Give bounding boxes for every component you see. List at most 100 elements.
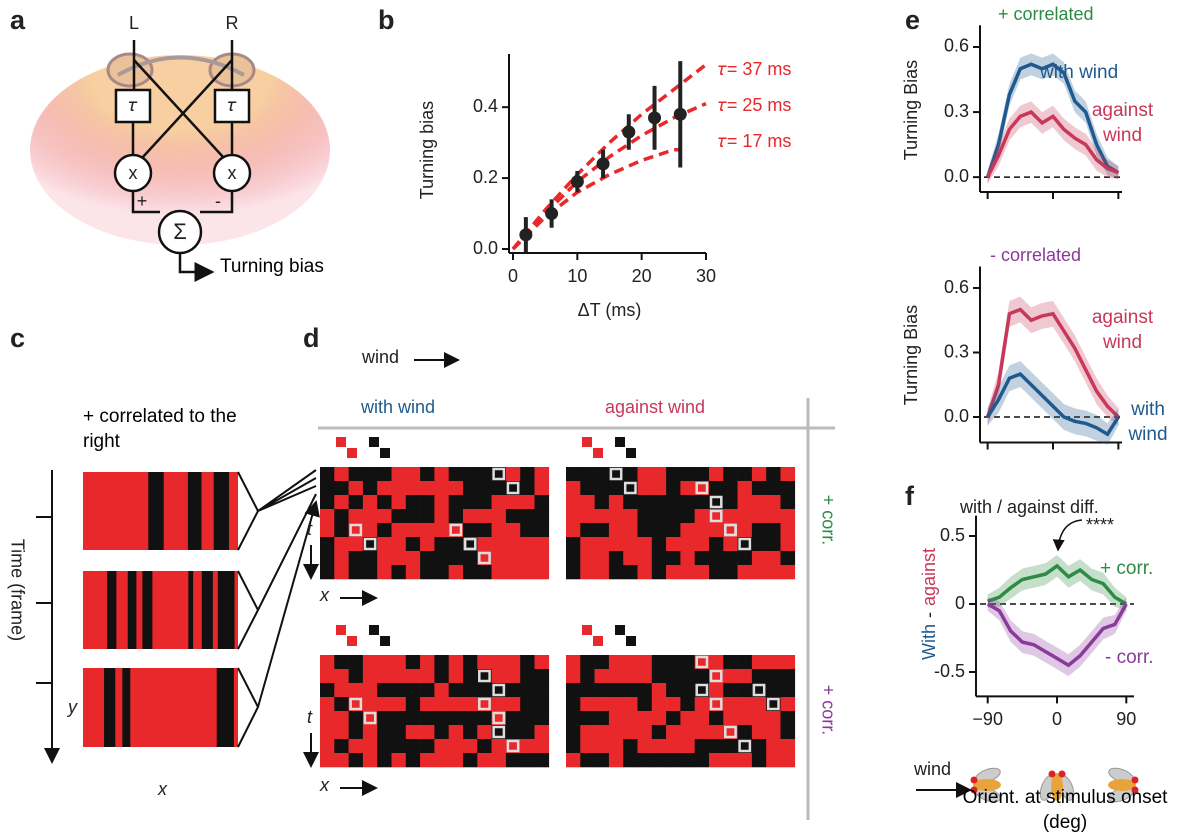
pixel — [566, 683, 581, 698]
highlight — [363, 711, 377, 725]
pixel — [694, 697, 710, 712]
label: x — [157, 779, 168, 799]
pixel — [751, 739, 767, 754]
pixel — [580, 495, 595, 510]
highlight — [492, 711, 506, 725]
pixel — [477, 725, 492, 740]
pixel — [666, 481, 681, 496]
pixel — [320, 467, 335, 482]
pixel — [651, 725, 667, 740]
pixel — [694, 683, 710, 698]
pixel — [623, 753, 638, 768]
pixel — [737, 725, 753, 740]
label-box: against wind — [1091, 100, 1154, 146]
pixel — [463, 683, 478, 698]
pixel — [666, 655, 681, 670]
pixel — [709, 697, 724, 712]
pixel — [320, 565, 335, 580]
error-band — [987, 53, 1119, 184]
pixel — [434, 725, 449, 740]
pixel — [694, 655, 710, 670]
stripe — [104, 668, 116, 747]
pixel — [766, 467, 781, 482]
pixel — [751, 683, 767, 698]
pixel — [520, 551, 535, 566]
pixel — [651, 495, 667, 510]
highlight — [478, 697, 491, 711]
pixel — [334, 509, 349, 524]
pixel — [651, 697, 667, 712]
pixel — [505, 655, 521, 670]
pixel — [566, 711, 581, 726]
pixel — [694, 753, 710, 768]
pixel — [737, 467, 753, 482]
key-pixel — [626, 636, 636, 646]
pixel — [751, 697, 767, 712]
pixel — [723, 725, 738, 740]
pixel — [434, 655, 449, 670]
series-line — [987, 563, 1128, 606]
pixel — [709, 495, 724, 510]
pixel — [694, 509, 710, 524]
pixel — [334, 537, 349, 552]
pixel — [463, 537, 478, 552]
pixel — [680, 739, 695, 754]
pixel — [362, 725, 378, 740]
pixel — [491, 467, 507, 482]
pixel — [334, 753, 349, 768]
pixel — [477, 551, 492, 566]
pixel — [348, 753, 364, 768]
stripe — [213, 472, 230, 550]
pixel — [463, 739, 478, 754]
pixel — [420, 683, 435, 698]
label-box: + corr. — [1100, 558, 1153, 579]
pixel — [348, 669, 364, 684]
pixel — [420, 739, 435, 754]
x-tick-label: 0 — [1052, 709, 1062, 729]
pixel — [608, 509, 624, 524]
pixel — [637, 509, 653, 524]
pixel — [420, 725, 435, 740]
x-axis-label: ΔT (ms) — [578, 300, 642, 320]
pixel — [766, 753, 781, 768]
pixel — [520, 753, 535, 768]
label: + — [137, 191, 148, 211]
pixel — [623, 551, 638, 566]
pixel — [623, 739, 638, 754]
pixel — [448, 725, 464, 740]
pixel — [694, 565, 710, 580]
stripe — [188, 571, 194, 649]
pixel — [637, 481, 653, 496]
pixel — [666, 551, 681, 566]
pixel — [751, 711, 767, 726]
pixel — [534, 739, 550, 754]
pixel — [666, 537, 681, 552]
label: R — [226, 13, 239, 33]
pixel — [751, 655, 767, 670]
pixel — [405, 509, 421, 524]
pixel — [448, 467, 464, 482]
pixel — [594, 467, 610, 482]
pixel — [694, 481, 710, 496]
pixel — [623, 655, 638, 670]
pixel — [594, 481, 610, 496]
pixel — [534, 655, 550, 670]
pixel — [766, 523, 781, 538]
pixel — [594, 655, 610, 670]
pixel — [477, 467, 492, 482]
highlight — [724, 523, 737, 537]
pixel — [651, 551, 667, 566]
pixel — [651, 655, 667, 670]
pixel — [463, 481, 478, 496]
y-tick-label: 0.0 — [473, 238, 498, 258]
pixel — [405, 711, 421, 726]
pixel — [637, 551, 653, 566]
pixel — [420, 551, 435, 566]
pixel — [491, 669, 507, 684]
key-pixel — [615, 625, 625, 635]
series-label: against wind — [1091, 100, 1154, 146]
label: t — [307, 519, 313, 539]
pixel — [405, 565, 421, 580]
fly — [1108, 767, 1139, 803]
pixel — [434, 683, 449, 698]
